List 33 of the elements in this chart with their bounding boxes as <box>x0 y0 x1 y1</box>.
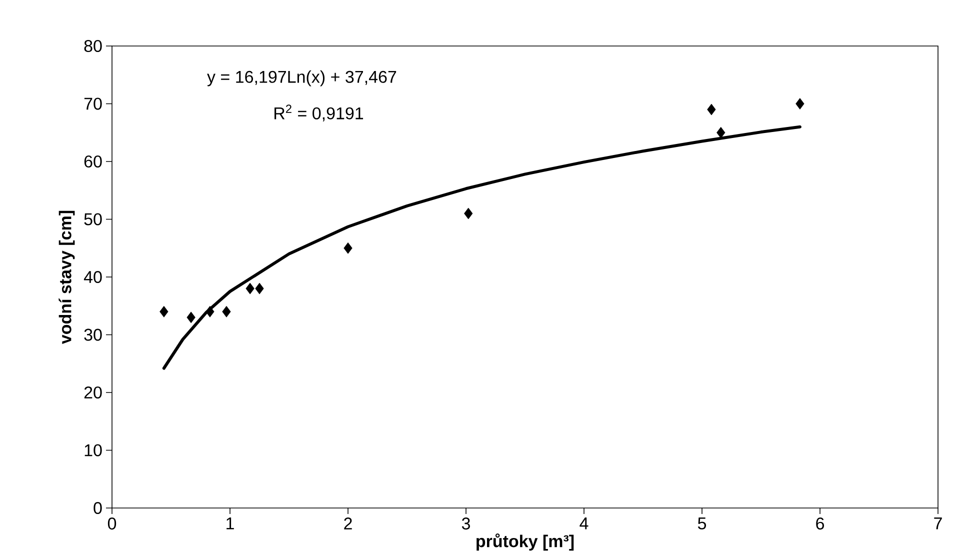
point <box>246 282 254 294</box>
point <box>222 306 231 318</box>
line-series <box>162 125 802 370</box>
y-axis-title: vodní stavy [cm] <box>58 210 75 344</box>
y-tick-label: 60 <box>84 155 102 168</box>
y-tick-label: 10 <box>84 444 102 456</box>
point <box>707 104 716 116</box>
x-tick-label: 0 <box>108 518 116 530</box>
point <box>160 306 168 318</box>
point <box>464 208 473 220</box>
y-tick-label: 20 <box>84 386 102 399</box>
x-tick-label: 2 <box>344 518 352 530</box>
x-tick-label: 5 <box>698 518 706 530</box>
point <box>206 306 214 318</box>
x-tick-label: 1 <box>226 518 234 530</box>
x-tick-label: 3 <box>462 518 470 530</box>
y-tick-label: 50 <box>84 213 102 226</box>
x-tick-label: 7 <box>934 518 942 530</box>
point <box>716 126 726 138</box>
annotation: y = 16,197Ln(x) + 37,467 <box>207 70 396 86</box>
y-tick-label: 0 <box>94 502 102 514</box>
x-tick-label: 6 <box>816 518 824 530</box>
y-tick-label: 80 <box>84 40 102 52</box>
y-tick-label: 30 <box>84 328 102 341</box>
point <box>255 282 264 294</box>
y-tick-label: 70 <box>84 98 102 110</box>
x-axis-title: průtoky [m³] <box>476 533 574 551</box>
point <box>796 98 804 110</box>
point <box>344 242 352 254</box>
point <box>186 312 196 324</box>
y-tick-label: 40 <box>84 270 102 284</box>
annotation: R$^{2}$ = 0,9191 <box>274 104 364 122</box>
x-tick-label: 4 <box>580 518 588 530</box>
